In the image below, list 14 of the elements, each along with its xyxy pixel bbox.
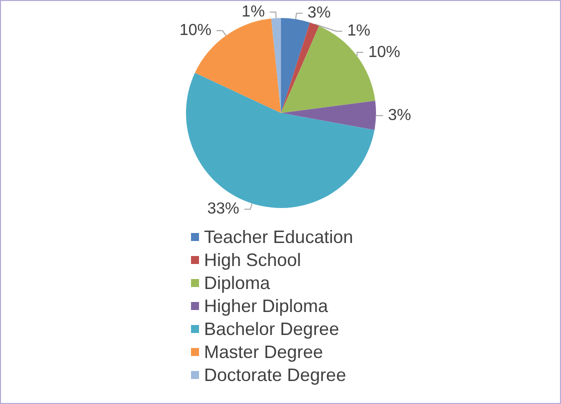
data-label: 3% bbox=[308, 4, 331, 22]
data-label: 10% bbox=[179, 22, 212, 40]
data-label: 1% bbox=[242, 4, 265, 21]
legend-label: Bachelor Degree bbox=[204, 319, 340, 339]
data-label: 1% bbox=[347, 22, 370, 40]
legend-label: Doctorate Degree bbox=[204, 365, 346, 385]
data-label: 3% bbox=[388, 107, 412, 124]
legend-label: High School bbox=[204, 250, 302, 270]
legend-label: Diploma bbox=[204, 273, 272, 293]
data-label: 10% bbox=[368, 44, 400, 61]
data-label: 33% bbox=[207, 200, 240, 218]
legend-label: Teacher Education bbox=[204, 227, 354, 247]
legend-label: Master Degree bbox=[204, 342, 324, 362]
legend-label: Higher Diploma bbox=[204, 296, 330, 316]
